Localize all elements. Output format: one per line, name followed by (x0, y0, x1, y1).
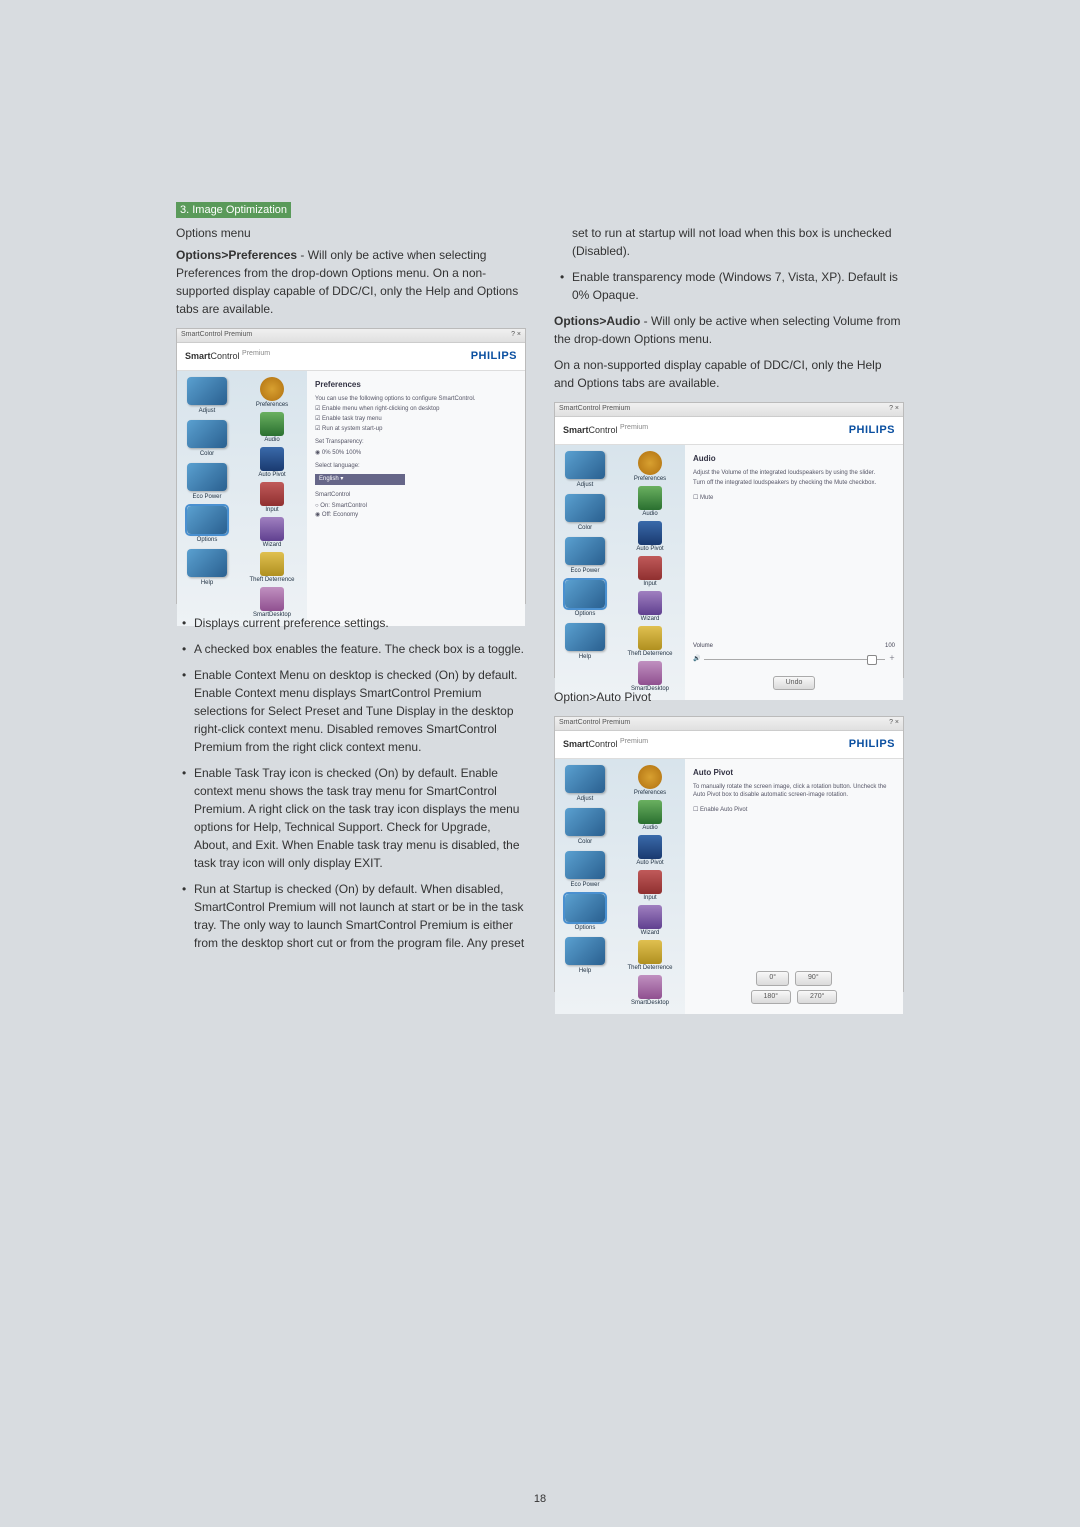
checkbox-autopivot[interactable]: ☐ Enable Auto Pivot (693, 806, 895, 815)
nav-eco[interactable]: Eco Power (177, 463, 237, 502)
page-number: 18 (0, 1493, 1080, 1505)
preferences-intro: Options>Preferences - Will only be activ… (176, 246, 526, 318)
main-nav: Adjust Color Eco Power Options Help (177, 371, 237, 626)
options-menu-title: Options menu (176, 224, 526, 242)
checkbox-mute[interactable]: ☐ Mute (693, 494, 895, 503)
preferences-bullets: Displays current preference settings. A … (176, 614, 526, 952)
window-buttons-icon: ? × (511, 330, 521, 341)
brand-label: SmartControl Premium (185, 349, 270, 364)
nav-help[interactable]: Help (177, 549, 237, 588)
checkbox-task-tray[interactable]: ☑ Enable task tray menu (315, 415, 517, 424)
philips-logo: PHILIPS (471, 348, 517, 365)
left-column: Options menu Options>Preferences - Will … (176, 224, 526, 1002)
preferences-panel: Preferences You can use the following op… (307, 371, 525, 626)
sub-wizard[interactable]: Wizard (237, 517, 307, 550)
audio-panel: Audio Adjust the Volume of the integrate… (685, 445, 903, 700)
bullet: Enable Task Tray icon is checked (On) by… (176, 764, 526, 872)
section-header: 3. Image Optimization (176, 202, 291, 218)
bullet: Enable Context Menu on desktop is checke… (176, 666, 526, 756)
nav-color[interactable]: Color (177, 420, 237, 459)
bullet: A checked box enables the feature. The c… (176, 640, 526, 658)
sub-audio[interactable]: Audio (237, 412, 307, 445)
sub-preferences[interactable]: Preferences (237, 377, 307, 410)
radio-sv-on[interactable]: ○ On: SmartControl (315, 502, 517, 511)
sub-nav: Preferences Audio Auto Pivot Input Wizar… (237, 371, 307, 626)
transparency-radios[interactable]: ◉ 0% 50% 100% (315, 449, 517, 458)
autopivot-panel: Auto Pivot To manually rotate the screen… (685, 759, 903, 1014)
undo-button[interactable]: Undo (773, 676, 816, 691)
audio-intro: Options>Audio - Will only be active when… (554, 312, 904, 348)
right-column: set to run at startup will not load when… (554, 224, 904, 1002)
autopivot-screenshot: SmartControl Premium? × SmartControl Pre… (554, 716, 904, 992)
nav-options[interactable]: Options (177, 506, 237, 545)
radio-sv-off[interactable]: ◉ Off: Economy (315, 511, 517, 520)
checkbox-startup[interactable]: ☑ Run at system start-up (315, 425, 517, 434)
rotate-180-button[interactable]: 180° (751, 990, 791, 1005)
nav-adjust[interactable]: Adjust (177, 377, 237, 416)
rotate-90-button[interactable]: 90° (795, 971, 832, 986)
bullet-transparency: Enable transparency mode (Windows 7, Vis… (554, 268, 904, 304)
language-select[interactable]: English ▾ (315, 474, 405, 485)
bullet: Run at Startup is checked (On) by defaul… (176, 880, 526, 952)
checkbox-context-menu[interactable]: ☑ Enable menu when right-clicking on des… (315, 405, 517, 414)
audio-p2: On a non-supported display capable of DD… (554, 356, 904, 392)
volume-slider[interactable]: 🔊＋ (693, 655, 895, 664)
sub-theft[interactable]: Theft Deterrence (237, 552, 307, 585)
sub-autopivot[interactable]: Auto Pivot (237, 447, 307, 480)
cont-text: set to run at startup will not load when… (554, 224, 904, 260)
app-header: SmartControl Premium PHILIPS (177, 343, 525, 371)
rotate-0-button[interactable]: 0° (756, 971, 789, 986)
sub-input[interactable]: Input (237, 482, 307, 515)
window-titlebar: SmartControl Premium? × (177, 329, 525, 343)
bullet: Displays current preference settings. (176, 614, 526, 632)
audio-screenshot: SmartControl Premium? × SmartControl Pre… (554, 402, 904, 678)
preferences-screenshot: SmartControl Premium? × SmartControl Pre… (176, 328, 526, 604)
panel-title: Preferences (315, 379, 517, 391)
rotate-270-button[interactable]: 270° (797, 990, 837, 1005)
